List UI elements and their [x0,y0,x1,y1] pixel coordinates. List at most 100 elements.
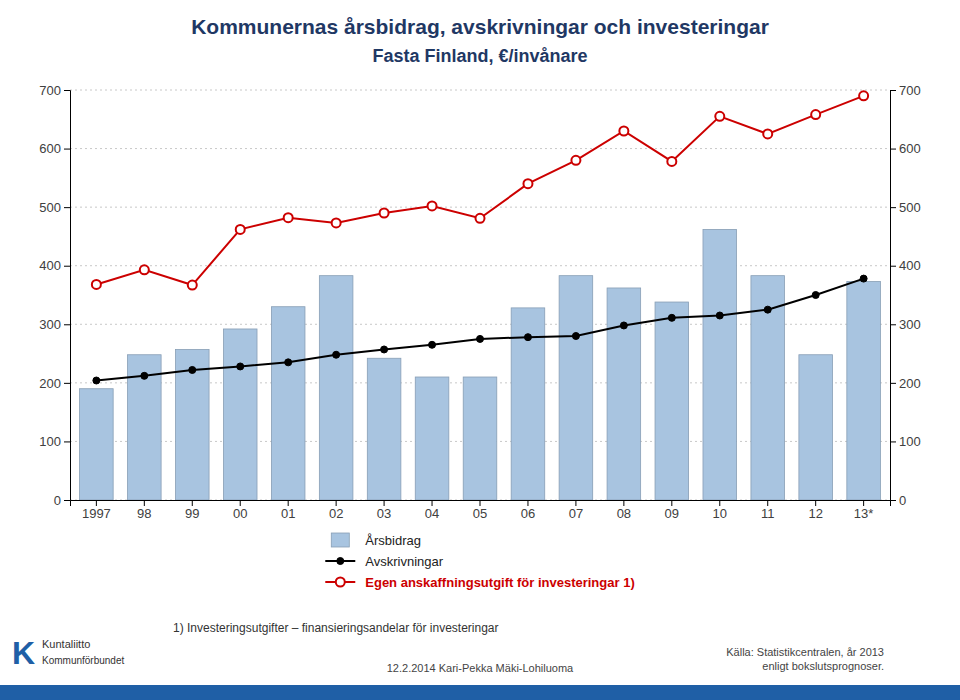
footer: 12.2.2014 Kari-Pekka Mäki-Lohiluoma [387,662,574,674]
tick-mark [64,441,70,442]
tick-mark [96,500,97,506]
tick: 09 [665,500,679,521]
chart: Kommunernas årsbidrag, avskrivningar och… [0,0,960,700]
tick: 03 [377,500,391,521]
tick: 700 [39,83,70,98]
tick: 500 [890,200,921,215]
tick: 08 [617,500,631,521]
tick: 02 [329,500,343,521]
tick-mark [240,500,241,506]
marker [523,179,532,188]
tick-label: 12 [808,506,822,521]
marker [284,213,293,222]
marker [381,346,388,353]
marker [380,209,389,218]
tick-mark [890,324,896,325]
tick-label: 08 [617,506,631,521]
tick-label: 10 [713,506,727,521]
marker [476,214,485,223]
bar [367,358,401,500]
tick-label: 00 [233,506,247,521]
tick-label: 600 [39,141,61,156]
marker [92,280,101,289]
tick-mark [480,500,481,506]
marker [764,306,771,313]
bar [80,389,114,500]
marker [188,281,197,290]
text-line: Källa: Statistikcentralen, år 2013 [726,646,884,658]
bar [607,288,641,500]
bar [559,276,593,500]
tick-label: 400 [899,258,921,273]
tick: 400 [890,258,921,273]
tick-mark [64,207,70,208]
tick-mark [890,266,896,267]
tick: 99 [185,500,199,521]
tick-label: 700 [899,83,921,98]
line-series [92,91,868,289]
marker [667,157,676,166]
tick: 05 [473,500,487,521]
marker [429,341,436,348]
tick-label: 07 [569,506,583,521]
logo-text: Kuntaliitto [42,638,90,650]
grid-line [70,265,890,266]
tick-label: 300 [899,317,921,332]
tick-mark [64,90,70,91]
axis-line [71,501,891,507]
bar [655,302,689,500]
tick-label: 03 [377,506,391,521]
subtitle: Fasta Finland, €/invånare [372,46,587,66]
marker [668,314,675,321]
tick-label: 500 [899,200,921,215]
legend-marker [336,578,345,587]
tick: 200 [890,376,921,391]
tick-mark [890,90,896,91]
marker [428,201,437,210]
marker [716,312,723,319]
title: Kommunernas årsbidrag, avskrivningar och… [191,15,769,38]
legend-item: Årsbidrag [331,533,421,548]
tick: 200 [39,376,70,391]
tick-mark [890,149,896,150]
tick-label: 11 [761,506,775,521]
tick-mark [384,500,385,506]
tick: 100 [890,434,921,449]
tick: 1997 [82,500,111,521]
bar [703,229,737,500]
footnote: 1) Investeringsutgifter – finansieringsa… [173,621,499,635]
marker [619,127,628,136]
tick-label: 0 [899,493,906,508]
bar [319,276,353,500]
tick-label: 09 [665,506,679,521]
legend-swatch [331,533,349,547]
marker [572,333,579,340]
legend-marker [337,558,344,565]
marker [237,363,244,370]
bar [271,307,305,500]
tick-label: 13* [854,506,874,521]
marks [80,91,881,500]
axis-line [64,91,71,501]
tick: 01 [281,500,295,521]
marker [860,275,867,282]
tick-label: 01 [281,506,295,521]
bar-series [80,229,881,500]
tick-mark [144,500,145,506]
legend-item: Egen anskaffningsutgift för investeringa… [325,575,634,590]
tick-label: 02 [329,506,343,521]
line [96,279,863,381]
tick-mark [719,500,720,506]
tick: 04 [425,500,439,521]
tick: 300 [39,317,70,332]
tick-mark [64,500,70,501]
marker [524,334,531,341]
tick-mark [767,500,768,506]
legend-item: Avskrivningar [325,554,443,569]
line-series [93,275,867,384]
legend-label: Årsbidrag [365,533,421,548]
tick-mark [890,441,896,442]
legend: Årsbidrag Avskrivningar Egen anskaffningsu… [325,533,634,590]
tick: 11 [761,500,775,521]
marker [763,129,772,138]
